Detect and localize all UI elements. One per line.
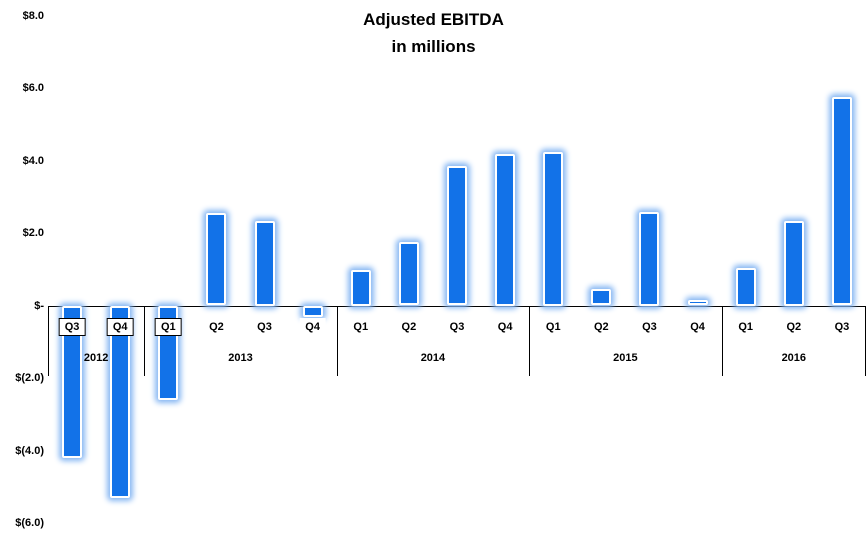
bar-2013-Q4 (302, 306, 323, 317)
quarter-label: Q2 (203, 318, 230, 336)
quarter-label: Q4 (684, 318, 711, 336)
year-group-separator (48, 306, 49, 376)
x-axis-line (48, 306, 866, 307)
year-label: 2013 (228, 352, 253, 364)
bar-2016-Q3 (831, 97, 852, 305)
y-axis-tick-label: $6.0 (22, 82, 44, 95)
y-axis-tick-label: $(2.0) (15, 372, 44, 385)
bar-2014-Q4 (495, 154, 516, 306)
bar-2016-Q2 (783, 221, 804, 306)
quarter-label: Q2 (588, 318, 615, 336)
year-group-separator (722, 306, 723, 376)
bar-2013-Q3 (254, 221, 275, 306)
year-group-separator (337, 306, 338, 376)
chart-title-line2: in millions (391, 37, 476, 57)
bar-2014-Q2 (398, 242, 419, 305)
y-axis-tick-label: $2.0 (22, 227, 44, 240)
bar-2014-Q3 (447, 166, 467, 305)
quarter-label: Q3 (828, 318, 856, 336)
y-axis-tick-label: $(6.0) (15, 517, 44, 529)
quarter-label: Q1 (539, 318, 567, 336)
quarter-label: Q2 (395, 318, 423, 336)
bar-2013-Q2 (206, 213, 227, 305)
quarter-label: Q3 (443, 318, 471, 336)
bar-2015-Q1 (543, 152, 564, 306)
chart-title-line1: Adjusted EBITDA (363, 10, 504, 29)
quarter-label: Q2 (780, 318, 808, 336)
bar-2015-Q2 (591, 289, 612, 305)
quarter-label: Q4 (299, 318, 326, 336)
year-label: 2014 (420, 352, 446, 364)
quarter-label: Q1 (154, 318, 182, 336)
y-axis-tick-label: $8.0 (22, 10, 44, 22)
chart-title: Adjusted EBITDA in millions (0, 6, 867, 60)
bar-2014-Q1 (350, 270, 371, 306)
quarter-label: Q3 (58, 318, 86, 336)
bar-2016-Q1 (735, 268, 756, 306)
quarter-label: Q3 (251, 318, 278, 336)
year-label: 2016 (781, 352, 807, 364)
quarter-label: Q1 (347, 318, 375, 336)
bar-2012-Q4 (110, 306, 131, 498)
bar-2015-Q3 (639, 212, 660, 306)
year-group-separator (865, 306, 866, 376)
year-label: 2015 (613, 352, 638, 364)
quarter-label: Q4 (106, 318, 134, 336)
year-label: 2012 (83, 352, 109, 364)
y-axis-tick-label: $- (34, 299, 44, 312)
bar-2015-Q4 (687, 300, 708, 305)
bar-2012-Q3 (62, 306, 83, 458)
y-axis-tick-label: $(4.0) (15, 444, 44, 457)
year-group-separator (529, 306, 530, 376)
y-axis-tick-label: $4.0 (22, 154, 44, 167)
quarter-label: Q4 (491, 318, 519, 336)
quarter-label: Q3 (636, 318, 663, 336)
year-group-separator (144, 306, 145, 376)
quarter-label: Q1 (732, 318, 760, 336)
